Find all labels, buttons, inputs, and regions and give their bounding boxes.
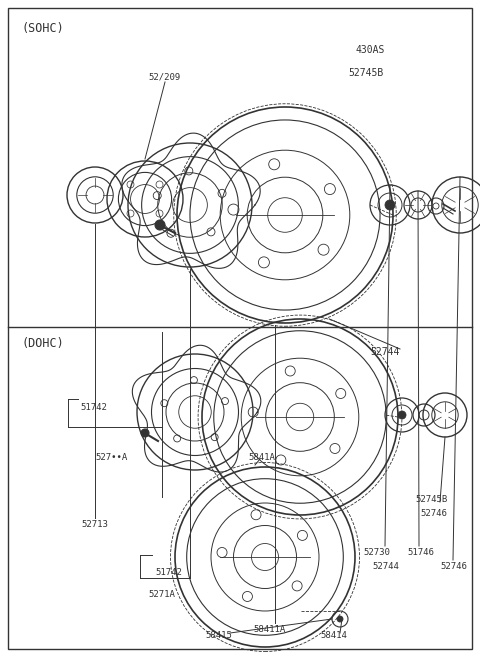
Text: 5841A: 5841A [248, 453, 275, 461]
Text: 51742: 51742 [155, 568, 182, 577]
Text: 52746: 52746 [440, 562, 467, 571]
Circle shape [141, 429, 149, 437]
Circle shape [155, 220, 165, 230]
Text: 52745B: 52745B [415, 495, 447, 503]
Text: (SOHC): (SOHC) [22, 22, 65, 35]
Circle shape [385, 200, 395, 210]
Text: 58415: 58415 [205, 631, 232, 639]
Text: 52730: 52730 [363, 548, 390, 557]
Text: 52746: 52746 [420, 509, 447, 518]
Text: 58414: 58414 [320, 631, 347, 639]
Text: 52744: 52744 [370, 347, 399, 357]
Text: 52/209: 52/209 [149, 72, 181, 81]
Text: 430AS: 430AS [355, 45, 384, 55]
Circle shape [398, 411, 406, 419]
Text: 51742: 51742 [80, 403, 107, 411]
Text: 52744: 52744 [372, 562, 399, 571]
Text: 5271A: 5271A [148, 590, 175, 599]
Circle shape [337, 616, 343, 622]
Text: 527••A: 527••A [95, 453, 127, 461]
Text: 51746: 51746 [407, 548, 434, 557]
Text: 52745B: 52745B [348, 68, 383, 78]
Text: (DOHC): (DOHC) [22, 337, 65, 350]
Text: 58411A: 58411A [254, 625, 286, 634]
Text: 52713: 52713 [82, 520, 108, 529]
